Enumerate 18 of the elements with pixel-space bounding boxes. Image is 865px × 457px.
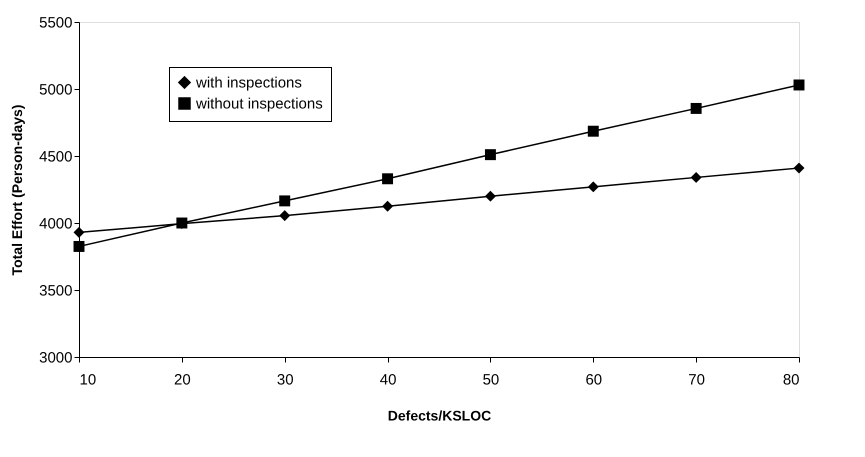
x-tick-label: 50: [482, 372, 500, 388]
x-tick-label: 20: [174, 372, 191, 388]
x-tick-label: 40: [380, 372, 396, 388]
y-tick-label: 5500: [39, 14, 72, 32]
x-tick-label: 10: [80, 372, 96, 388]
legend-label: without inspections: [195, 96, 323, 112]
y-tick-label: 4500: [39, 148, 72, 166]
y-tick-label: 5000: [39, 82, 72, 98]
y-tick-label: 3000: [39, 350, 72, 366]
x-tick-label: 30: [276, 372, 294, 388]
x-tick-label: 80: [782, 372, 800, 388]
x-tick-label: 70: [688, 372, 705, 388]
y-tick-label: 3500: [39, 282, 72, 300]
legend-label: with inspections: [195, 74, 302, 92]
x-axis-title: Defects/KSLOC: [388, 408, 492, 424]
y-axis-title: Total Effort (Person-days): [9, 104, 26, 276]
y-tick-label: 4000: [39, 216, 72, 232]
x-tick-label: 60: [585, 372, 602, 388]
